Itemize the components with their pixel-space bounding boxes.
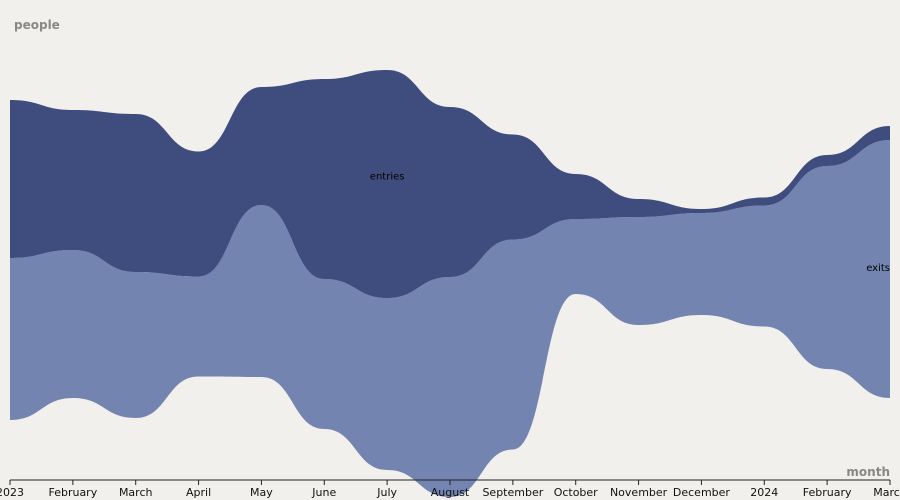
- x-tick-label: 2023: [0, 486, 24, 499]
- x-axis-ticks: 2023 February March April May June July August S…: [0, 480, 900, 499]
- x-tick-label: February: [803, 486, 852, 499]
- x-tick-label: November: [610, 486, 668, 499]
- x-tick-label: October: [554, 486, 598, 499]
- x-tick-label: August: [431, 486, 470, 499]
- x-tick-label: June: [311, 486, 336, 499]
- x-tick-label: February: [48, 486, 97, 499]
- series-label-exits: exits: [866, 263, 890, 274]
- x-tick-label: May: [250, 486, 273, 499]
- stream-entries: [10, 70, 890, 298]
- x-tick-label: December: [673, 486, 731, 499]
- stream-exits: [10, 140, 890, 497]
- series-label-entries: entries: [370, 171, 405, 182]
- y-axis-title: people: [14, 18, 60, 32]
- x-tick-label: March: [119, 486, 153, 499]
- x-tick-label: March: [873, 486, 900, 499]
- x-tick-label: April: [186, 486, 211, 499]
- x-tick-label: July: [376, 486, 397, 499]
- x-tick-label: 2024: [750, 486, 778, 499]
- stream-layers: [10, 70, 890, 497]
- x-tick-label: September: [482, 486, 543, 499]
- series-labels: exits entries: [370, 171, 890, 274]
- x-axis-title: month: [846, 465, 890, 479]
